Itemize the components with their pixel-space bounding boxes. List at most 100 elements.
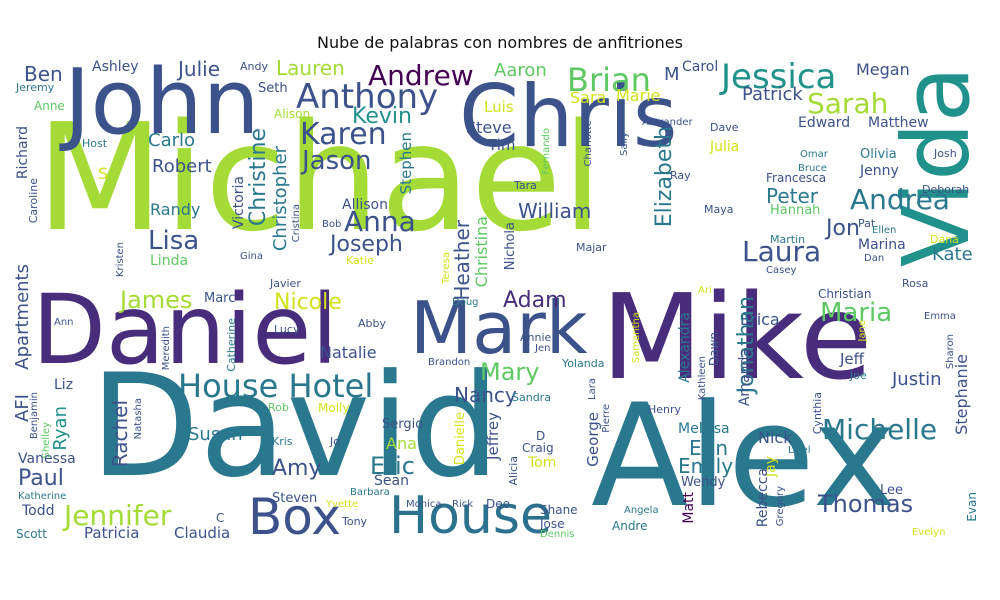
word-c: C	[216, 511, 225, 525]
word-andrew: Andrew	[368, 59, 474, 92]
word-andy: Andy	[240, 60, 268, 73]
word-edward: Edward	[798, 115, 851, 131]
word-ray: Ray	[670, 169, 691, 182]
word-evelyn: Evelyn	[912, 527, 946, 538]
word-sally: Sally	[619, 132, 630, 156]
word-rick: Rick	[452, 499, 474, 510]
word-carol: Carol	[682, 59, 719, 75]
word-ben: Ben	[24, 62, 63, 86]
word-steve: Steve	[466, 118, 512, 137]
word-ellen: Ellen	[872, 225, 897, 236]
word-laura: Laura	[742, 235, 822, 268]
word-robert: Robert	[152, 156, 212, 177]
word-james: James	[120, 286, 193, 314]
word-house: House	[389, 486, 552, 546]
word-mary: Mary	[480, 358, 540, 386]
word-michelle: Michelle	[822, 413, 938, 446]
word-chris: Chris	[459, 67, 678, 167]
word-daniel: Daniel	[32, 274, 338, 386]
word-jeremy: Jeremy	[16, 81, 55, 94]
word-rob: Rob	[268, 401, 289, 414]
word-joe: Joe	[850, 369, 867, 382]
word-vanessa: Vanessa	[18, 451, 76, 467]
word-adam: Adam	[503, 288, 567, 313]
word-nichola: Nichola	[503, 222, 518, 271]
word-jo: Jo	[330, 435, 340, 448]
word-sergio: Sergio	[382, 417, 424, 432]
word-casey: Casey	[766, 265, 797, 276]
word-rosa: Rosa	[902, 277, 929, 290]
word-heather: Heather	[450, 220, 474, 301]
word-nicole: Nicole	[274, 290, 342, 315]
word-s: S	[98, 164, 109, 183]
word-tony: Tony	[342, 515, 368, 528]
word-sharon: Sharon	[945, 334, 956, 370]
word-jeffrey: Jeffrey	[484, 412, 502, 460]
word-angela: Angela	[624, 505, 659, 516]
word-kris: Kris	[272, 435, 293, 448]
word-meredith: Meredith	[161, 326, 172, 371]
word-kate: Kate	[932, 244, 973, 265]
word-kevin: Kevin	[352, 104, 412, 129]
word-katie: Katie	[346, 254, 374, 267]
word-todd: Todd	[22, 503, 55, 519]
word-pat: Pat	[858, 217, 876, 230]
word-ari: Ari	[698, 285, 712, 296]
word-aaron: Aaron	[494, 60, 547, 81]
word-omar: Omar	[800, 149, 828, 160]
word-lucy: Lucy	[274, 323, 300, 336]
word-lisel: Lisel	[788, 445, 811, 456]
word-olivia: Olivia	[860, 147, 897, 162]
word-lee: Lee	[880, 483, 904, 498]
word-susan: Susan	[188, 424, 243, 445]
word-linda: Linda	[150, 253, 189, 269]
word-gregory: Gregory	[775, 486, 786, 527]
word-andre: Andre	[612, 519, 648, 533]
word-evan: Evan	[965, 492, 979, 522]
word-dee: Dee	[486, 497, 511, 511]
word-william: William	[518, 199, 592, 223]
word-charlotte: Charlotte	[583, 120, 594, 167]
word-erin: Erin	[689, 436, 729, 460]
word-katherine: Katherine	[18, 491, 67, 502]
word-henry: Henry	[648, 403, 682, 416]
word-victoria: Victoria	[231, 176, 247, 230]
word-m: M	[664, 64, 680, 85]
word-nick: Nick	[758, 428, 793, 447]
word-luis: Luis	[484, 98, 514, 116]
word-kristen: Kristen	[115, 242, 126, 278]
word-sandra: Sandra	[512, 391, 551, 404]
word-ana: Ana	[386, 434, 417, 453]
word-jose: Jose	[540, 517, 565, 531]
word-doug: Doug	[452, 297, 479, 308]
word-anthony: Anthony	[296, 77, 439, 117]
word-dana: Dana	[930, 233, 959, 246]
word-elizabeth: Elizabeth	[652, 126, 677, 228]
word-sarah: Sarah	[807, 87, 889, 120]
word-john: John	[64, 56, 260, 155]
word-julie: Julie	[178, 57, 220, 81]
word-alex: Alex	[591, 374, 897, 539]
word-host: Host	[82, 137, 108, 150]
word-yvette: Yvette	[326, 499, 359, 510]
word-matthew: Matthew	[868, 115, 929, 131]
word-dennis: Dennis	[540, 529, 575, 540]
word-dan: Dan	[864, 253, 885, 264]
word-randy: Randy	[150, 200, 201, 219]
word-allison: Allison	[342, 197, 388, 213]
word-jason: Jason	[302, 146, 372, 176]
word-christina: Christina	[472, 216, 491, 288]
word-liz: Liz	[54, 377, 74, 393]
word-catherine: Catherine	[225, 318, 238, 372]
word-brandon: Brandon	[428, 357, 471, 368]
word-majar: Majar	[576, 241, 607, 254]
word-barbara: Barbara	[350, 487, 390, 498]
word-matt: Matt	[681, 492, 697, 524]
word-joseph: Joseph	[330, 232, 403, 257]
word-dawn: Dawn	[707, 332, 721, 367]
word-mike: Mike	[601, 268, 873, 406]
word-cloud: Michael David Alex Mike Daniel John Chri…	[14, 56, 986, 548]
word-bob: Bob	[322, 219, 342, 230]
word-julia: Julia	[710, 139, 740, 155]
word-natasha: Natasha	[133, 398, 144, 440]
